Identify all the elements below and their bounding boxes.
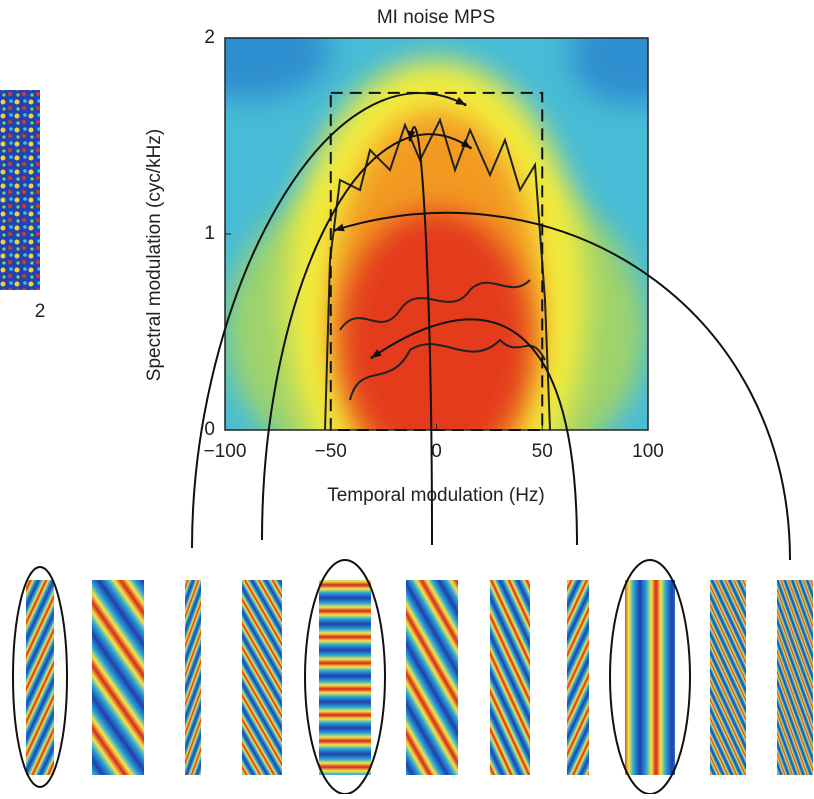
x-tick-label: −100 (204, 441, 247, 462)
y-tick-label: 2 (204, 27, 215, 48)
arrow-target (370, 355, 374, 359)
x-tick-label: 100 (632, 441, 664, 462)
arrow-target (333, 228, 337, 232)
arrow-target (408, 138, 412, 142)
side-label: 2 (35, 301, 46, 322)
arrow (371, 318, 578, 546)
panel (185, 580, 201, 775)
x-tick-label: 0 (431, 441, 442, 462)
arrow-target (468, 146, 472, 150)
arrow (334, 211, 791, 561)
arrow (191, 92, 466, 549)
arrow-target (463, 103, 467, 107)
panel (319, 580, 371, 775)
panel (92, 580, 144, 775)
arrow (407, 125, 433, 546)
panel (242, 580, 282, 775)
x-tick-label: 50 (532, 441, 553, 462)
panel (406, 580, 458, 775)
panel (490, 580, 530, 775)
y-tick-label: 0 (204, 419, 215, 440)
heatmap (225, 38, 648, 430)
panel (777, 580, 813, 775)
y-axis-label: Spectral modulation (cyc/kHz) (144, 129, 165, 381)
panel (625, 580, 675, 775)
x-axis-label: Temporal modulation (Hz) (327, 485, 545, 506)
arrow (261, 133, 472, 541)
x-tick-label: −50 (315, 441, 347, 462)
panel (710, 580, 746, 775)
panel (567, 580, 589, 775)
chart-title: MI noise MPS (377, 7, 495, 28)
partial-panel (0, 90, 40, 290)
panel (26, 580, 54, 775)
y-tick-label: 1 (204, 223, 215, 244)
basis-panels (26, 580, 813, 775)
